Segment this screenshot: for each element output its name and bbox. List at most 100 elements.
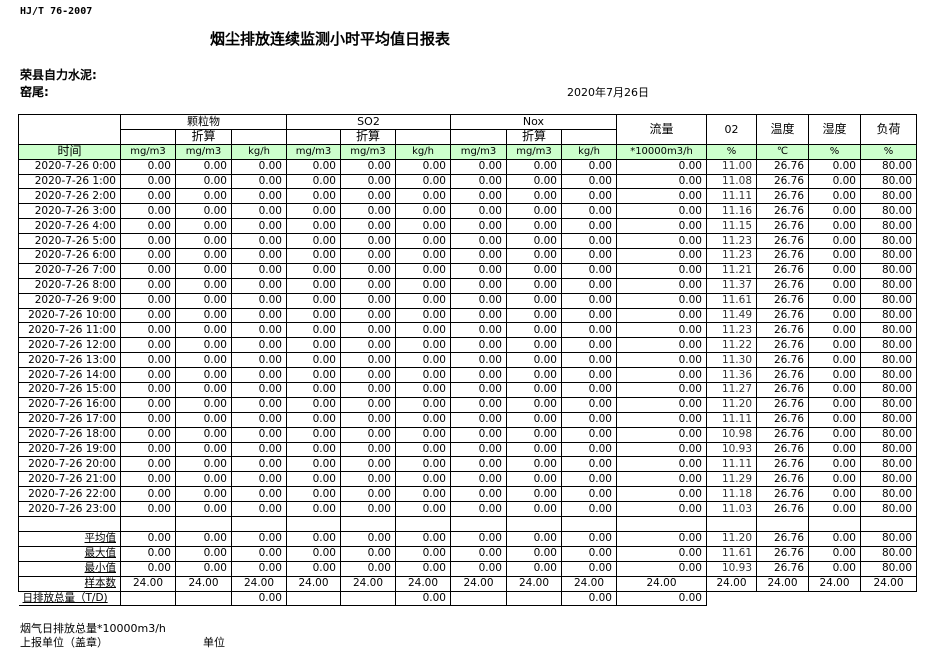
value-cell: 0.00 xyxy=(231,530,287,547)
value-cell: 0.00 xyxy=(231,486,287,503)
kiln-label: 窑尾: xyxy=(20,85,49,99)
value-cell: 26.76 xyxy=(756,322,809,339)
value-cell: 80.00 xyxy=(860,173,917,190)
value-cell: 0.00 xyxy=(450,173,507,190)
value-cell: 0.00 xyxy=(286,248,341,264)
row-label: 2020-7-26 17:00 xyxy=(18,411,121,428)
row-label: 2020-7-26 22:00 xyxy=(18,486,121,503)
blank-row xyxy=(18,516,917,532)
row-label: 2020-7-26 20:00 xyxy=(18,456,121,473)
unit-cell: mg/m3 xyxy=(340,143,396,160)
value-cell: 0.00 xyxy=(561,426,617,443)
value-cell: 0.00 xyxy=(506,188,562,205)
empty-cell xyxy=(175,516,232,532)
value-cell: 80.00 xyxy=(860,248,917,264)
value-cell: 0.00 xyxy=(450,456,507,473)
value-cell: 0.00 xyxy=(120,426,176,443)
value-cell: 10.93 xyxy=(706,441,757,458)
table-row: 2020-7-26 1:00 0.00 0.00 0.00 0.00 0.00 0.00 0.… xyxy=(18,173,917,190)
value-cell: 11.30 xyxy=(706,352,757,369)
value-cell: 24.00 xyxy=(231,575,287,592)
value-cell: 0.00 xyxy=(561,441,617,458)
table-row: 2020-7-26 19:00 0.00 0.00 0.00 0.00 0.00 0.00 0… xyxy=(18,441,917,458)
value-cell: 26.76 xyxy=(756,337,809,354)
unit-cell: mg/m3 xyxy=(506,143,562,160)
value-cell: 0.00 xyxy=(175,426,232,443)
value-cell: 11.00 xyxy=(706,158,757,175)
value-cell: 0.00 xyxy=(231,158,287,175)
report-table: 颗粒物 SO2 Nox 流量 02 温度 湿度 负荷 折算 折算 折算 时间 mg… xyxy=(18,114,917,607)
value-cell: 0.00 xyxy=(808,411,861,428)
header-temp: 温度 xyxy=(756,114,809,145)
value-cell: 24.00 xyxy=(808,575,861,592)
value-cell: 0.00 xyxy=(808,218,861,235)
row-label: 2020-7-26 5:00 xyxy=(18,233,121,250)
value-cell xyxy=(707,591,757,606)
value-cell: 26.76 xyxy=(756,456,809,473)
value-cell: 80.00 xyxy=(860,441,917,458)
value-cell: 0.00 xyxy=(286,337,341,354)
value-cell: 0.00 xyxy=(506,277,562,294)
value-cell: 0.00 xyxy=(120,307,176,324)
value-cell: 0.00 xyxy=(808,307,861,324)
value-cell: 26.76 xyxy=(756,218,809,235)
value-cell: 0.00 xyxy=(120,233,176,250)
value-cell: 0.00 xyxy=(450,248,507,264)
row-label: 2020-7-26 12:00 xyxy=(18,337,121,354)
unit-cell: mg/m3 xyxy=(450,143,507,160)
value-cell: 0.00 xyxy=(175,545,232,562)
value-cell: 26.76 xyxy=(756,441,809,458)
row-label: 2020-7-26 16:00 xyxy=(18,396,121,413)
value-cell: 0.00 xyxy=(616,337,707,354)
value-cell: 0.00 xyxy=(616,307,707,324)
value-cell: 0.00 xyxy=(808,501,861,518)
row-label: 2020-7-26 11:00 xyxy=(18,322,121,339)
value-cell: 80.00 xyxy=(860,277,917,294)
header-blank xyxy=(450,128,507,145)
value-cell: 11.15 xyxy=(706,218,757,235)
value-cell: 26.76 xyxy=(756,233,809,250)
unit-cell: % xyxy=(706,143,757,160)
value-cell: 0.00 xyxy=(340,158,396,175)
reporting-unit-label: 上报单位（盖章） xyxy=(20,636,108,649)
value-cell: 0.00 xyxy=(808,292,861,309)
value-cell: 0.00 xyxy=(395,590,451,607)
value-cell: 0.00 xyxy=(808,471,861,488)
value-cell: 0.00 xyxy=(175,411,232,428)
value-cell: 0.00 xyxy=(395,545,451,562)
value-cell: 0.00 xyxy=(395,203,451,220)
value-cell: 0.00 xyxy=(231,411,287,428)
value-cell: 0.00 xyxy=(506,158,562,175)
stats-row: 日排放总量（T/D) 0.00 0.00 0.00 0.00 xyxy=(18,590,917,607)
value-cell: 0.00 xyxy=(616,233,707,250)
value-cell: 26.76 xyxy=(756,262,809,279)
empty-cell xyxy=(231,516,287,532)
header-converted: 折算 xyxy=(506,128,562,145)
value-cell: 0.00 xyxy=(616,262,707,279)
value-cell: 0.00 xyxy=(231,218,287,235)
unit-cell: mg/m3 xyxy=(175,143,232,160)
value-cell: 0.00 xyxy=(231,262,287,279)
value-cell: 0.00 xyxy=(340,486,396,503)
value-cell: 24.00 xyxy=(450,575,507,592)
value-cell: 0.00 xyxy=(616,173,707,190)
value-cell: 0.00 xyxy=(808,486,861,503)
value-cell: 0.00 xyxy=(120,456,176,473)
unit-cell: kg/h xyxy=(395,143,451,160)
value-cell: 0.00 xyxy=(450,277,507,294)
value-cell: 0.00 xyxy=(808,248,861,264)
value-cell: 0.00 xyxy=(506,367,562,384)
table-row: 2020-7-26 23:00 0.00 0.00 0.00 0.00 0.00 0.00 0… xyxy=(18,501,917,518)
value-cell: 0.00 xyxy=(450,218,507,235)
value-cell: 0.00 xyxy=(231,426,287,443)
value-cell: 0.00 xyxy=(340,188,396,205)
value-cell: 0.00 xyxy=(231,367,287,384)
value-cell: 0.00 xyxy=(175,337,232,354)
value-cell: 80.00 xyxy=(860,322,917,339)
units-row: 时间 mg/m3 mg/m3 kg/h mg/m3 mg/m3 kg/h mg/m3 mg/m3… xyxy=(18,143,917,160)
header-converted: 折算 xyxy=(175,128,232,145)
value-cell: 0.00 xyxy=(561,188,617,205)
table-row: 2020-7-26 5:00 0.00 0.00 0.00 0.00 0.00 0.00 0.… xyxy=(18,233,917,250)
value-cell xyxy=(861,591,917,606)
value-cell: 0.00 xyxy=(120,382,176,398)
